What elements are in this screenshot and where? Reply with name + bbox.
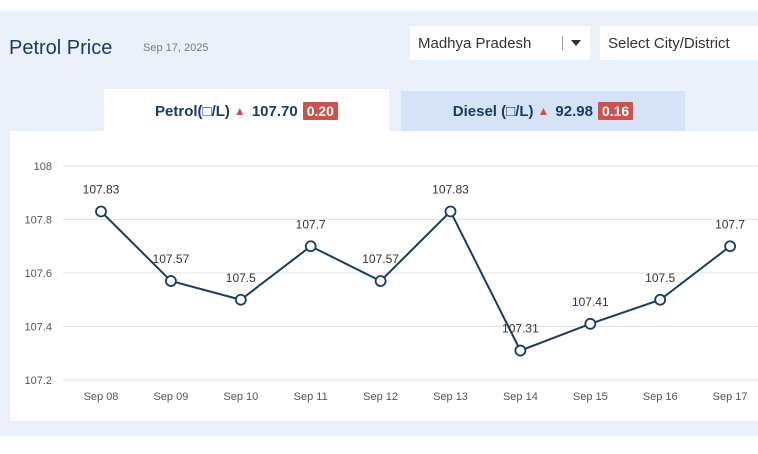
data-label: 107.5 [226,271,256,285]
tab-diesel-label: Diesel (□/L) [452,102,534,120]
page-title: Petrol Price [9,37,113,59]
x-tick-label: Sep 11 [294,391,328,403]
up-arrow-icon: ▲ [233,104,246,118]
data-label: 107.83 [432,182,469,196]
x-tick-label: Sep 14 [503,391,538,403]
state-select[interactable]: Madhya Pradesh [410,26,590,60]
data-point[interactable] [95,205,107,218]
tab-petrol-label: Petrol(□/L) [155,102,230,120]
x-tick-label: Sep 08 [84,391,119,403]
price-date: Sep 17, 2025 [143,42,209,54]
data-label: 107.57 [362,252,399,266]
x-tick-label: Sep 13 [433,391,468,403]
data-point[interactable] [234,293,247,306]
select-divider [562,36,563,50]
data-label: 107.7 [715,217,745,231]
petrol-price: 107.70 [251,102,298,120]
y-tick-label: 107.8 [24,215,52,227]
data-point[interactable] [724,240,736,253]
chevron-down-icon[interactable] [571,40,581,46]
data-label: 107.41 [572,295,609,309]
y-tick-label: 107.2 [24,375,52,387]
petrol-change-badge: 0.20 [302,102,338,120]
y-tick-label: 107.4 [24,322,52,334]
data-label: 107.31 [502,322,539,336]
state-select-value: Madhya Pradesh [418,34,532,52]
x-tick-label: Sep 12 [363,391,398,403]
y-tick-label: 107.6 [24,268,52,280]
x-tick-label: Sep 09 [153,391,188,403]
x-tick-label: Sep 16 [643,391,678,403]
city-select[interactable]: Select City/District [600,26,758,60]
y-tick-label: 108 [34,161,52,173]
data-point[interactable] [304,240,317,253]
data-point[interactable] [374,275,387,287]
data-label: 107.7 [296,217,326,231]
x-tick-label: Sep 10 [223,391,258,403]
series-line [100,209,731,352]
diesel-change-badge: 0.16 [597,102,634,120]
data-point[interactable] [654,293,667,306]
data-label: 107.57 [153,252,190,266]
chart-panel [10,131,758,421]
data-point[interactable] [164,275,177,287]
tab-petrol[interactable]: Petrol(□/L) ▲ 107.70 0.20 [104,89,389,133]
data-point[interactable] [444,205,457,218]
tab-diesel[interactable]: Diesel (□/L) ▲ 92.98 0.16 [401,91,685,131]
city-select-placeholder: Select City/District [608,34,730,52]
diesel-price: 92.98 [555,102,593,120]
x-tick-label: Sep 15 [573,391,608,403]
up-arrow-icon: ▲ [537,104,550,118]
data-point[interactable] [514,344,527,357]
data-label: 107.83 [83,182,120,196]
data-point[interactable] [584,317,597,330]
x-tick-label: Sep 17 [713,391,748,403]
data-label: 107.5 [645,271,675,285]
